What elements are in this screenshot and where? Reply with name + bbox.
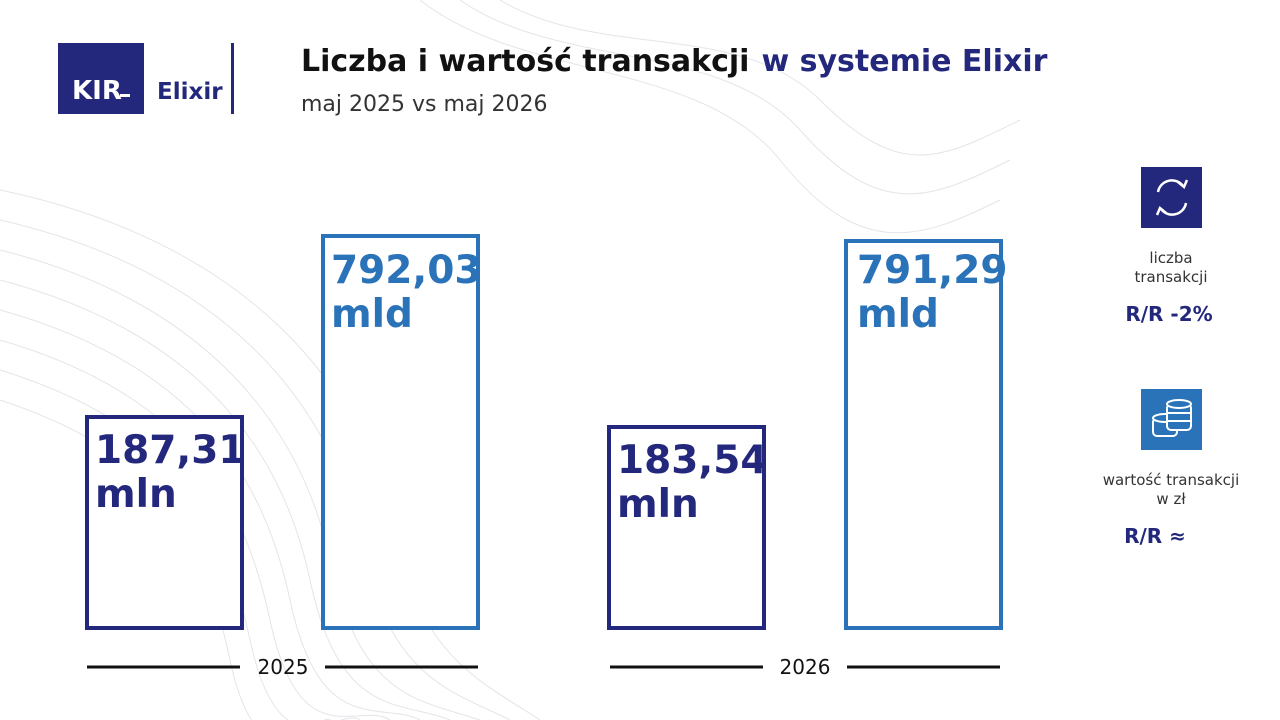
year-label: 2025: [258, 655, 309, 679]
count-box: [607, 425, 766, 630]
legend-label: transakcji: [1134, 268, 1207, 286]
box-value: 792,03: [331, 248, 482, 293]
legend-change: R/R ≈: [1124, 524, 1186, 548]
box-unit: mld: [331, 292, 413, 337]
logo-box: [58, 43, 144, 114]
icon-box: [1141, 167, 1202, 228]
logo-dash: [120, 94, 130, 97]
value-box: [321, 234, 480, 630]
count-box: [85, 415, 244, 630]
icon-coins: [1152, 399, 1192, 437]
box-value: 183,54: [617, 438, 768, 483]
logo-kir: KIR: [72, 76, 122, 106]
logo-elixir: Elixir: [157, 79, 223, 105]
legend-count: liczba transakcji R/R -2%: [1125, 167, 1213, 326]
box-value: 791,29: [857, 248, 1008, 293]
subtitle: maj 2025 vs maj 2026: [301, 92, 547, 117]
icon-arrows: [1155, 179, 1189, 216]
value-box: [844, 239, 1003, 630]
legend-label: liczba: [1149, 249, 1192, 267]
box-unit: mln: [95, 472, 177, 517]
title-highlight: w systemie Elixir: [761, 44, 1047, 79]
year-label: 2026: [780, 655, 831, 679]
title: Liczba i wartość transakcji w systemie El…: [301, 44, 1048, 79]
box-value: 187,31: [95, 428, 246, 473]
legend-label: w zł: [1156, 490, 1186, 508]
logo-divider: [231, 43, 234, 114]
legend-value: wartość transakcji w zł R/R ≈: [1103, 389, 1240, 548]
background-waves: [0, 0, 1021, 720]
legend-label: wartość transakcji: [1103, 471, 1240, 489]
logo: KIR Elixir: [58, 43, 234, 114]
title-main: Liczba i wartość transakcji: [301, 44, 749, 79]
legend-change: R/R -2%: [1125, 302, 1212, 326]
box-unit: mln: [617, 482, 699, 527]
box-unit: mld: [857, 292, 939, 337]
